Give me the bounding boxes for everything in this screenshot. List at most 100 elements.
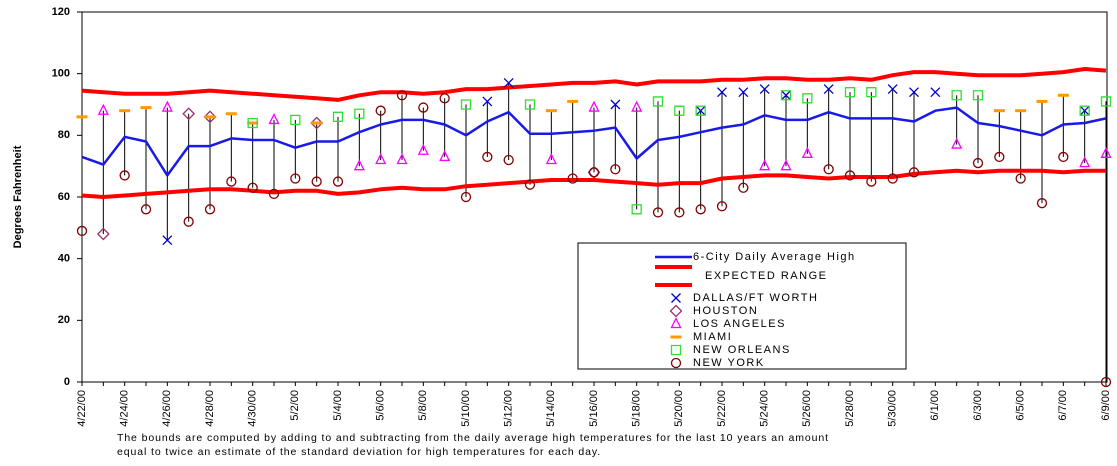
x-tick-label: 5/2/00 (289, 390, 301, 421)
x-tick-label: 5/24/00 (759, 390, 771, 427)
y-tick-label: 60 (58, 191, 70, 203)
marker-new-york (76, 225, 88, 237)
marker-houston (310, 116, 324, 130)
marker-new-york (119, 170, 130, 181)
marker-houston (96, 227, 110, 241)
x-tick-label: 5/22/00 (716, 390, 728, 427)
marker-new-york (652, 207, 664, 218)
x-tick-label: 6/3/00 (972, 390, 984, 421)
marker-los-angeles (161, 100, 173, 112)
marker-los-angeles (375, 153, 387, 165)
marker-new-york (140, 204, 152, 215)
marker-los-angeles (780, 159, 792, 171)
marker-new-orleans (780, 90, 792, 101)
y-tick-label: 80 (58, 129, 70, 141)
marker-dallas (482, 96, 493, 107)
x-tick-label: 5/18/00 (631, 390, 643, 427)
marker-new-york (418, 102, 429, 113)
marker-new-york (503, 154, 514, 166)
x-tick-label: 4/30/00 (247, 390, 259, 427)
marker-new-orleans (1079, 105, 1090, 116)
marker-new-york (994, 151, 1005, 163)
marker-new-york (716, 201, 728, 212)
x-tick-label: 5/6/00 (375, 390, 387, 421)
marker-los-angeles (545, 153, 557, 165)
legend: 6-City Daily Average High EXPECTED RANGE D… (577, 242, 907, 370)
footnote: equal to twice an estimate of the standa… (117, 446, 601, 458)
marker-new-york (844, 170, 856, 181)
x-tick-label: 5/26/00 (801, 390, 813, 427)
x-tick-label: 5/10/00 (460, 390, 472, 427)
marker-dallas (1079, 105, 1090, 116)
marker-los-angeles (631, 100, 643, 112)
marker-new-york (247, 182, 258, 193)
marker-new-orleans (844, 87, 856, 98)
legend-marker (669, 304, 683, 318)
marker-new-orleans (524, 99, 536, 110)
marker-new-york (1015, 173, 1026, 184)
marker-new-york (183, 216, 194, 227)
marker-new-york (311, 176, 322, 187)
y-tick-label: 0 (64, 376, 70, 388)
marker-new-york (908, 167, 920, 178)
marker-new-orleans (866, 87, 877, 98)
marker-new-york (823, 164, 834, 175)
x-tick-label: 5/30/00 (887, 390, 899, 427)
marker-new-york (610, 164, 621, 175)
marker-dallas (909, 87, 919, 98)
marker-new-york (290, 173, 301, 184)
expected-range-upper (81, 67, 1107, 102)
x-tick-label: 4/26/00 (161, 390, 173, 427)
legend-label: NEW ORLEANS (693, 344, 791, 356)
marker-new-orleans (652, 96, 664, 107)
marker-houston (182, 107, 196, 121)
x-tick-label: 4/28/00 (204, 390, 216, 427)
marker-houston (203, 110, 217, 124)
marker-dallas (759, 84, 770, 95)
marker-dallas (887, 84, 898, 95)
marker-los-angeles (268, 112, 280, 125)
marker-new-york (1036, 198, 1048, 209)
marker-dallas (162, 235, 173, 246)
legend-marker (670, 344, 682, 356)
y-tick-label: 40 (58, 253, 70, 265)
marker-los-angeles (97, 103, 109, 115)
marker-los-angeles (951, 137, 963, 149)
legend-label: MIAMI (693, 331, 732, 343)
marker-los-angeles (417, 143, 429, 155)
marker-new-orleans (290, 114, 301, 126)
marker-los-angeles (1100, 146, 1112, 158)
legend-marker (671, 293, 681, 303)
marker-dallas (610, 99, 621, 110)
marker-new-york (226, 176, 237, 187)
marker-new-york (1058, 151, 1069, 163)
x-tick-label: 5/12/00 (503, 390, 515, 427)
marker-dallas (930, 87, 941, 98)
marker-new-york (695, 204, 706, 215)
marker-new-orleans (674, 105, 685, 116)
expected-range-lower (81, 168, 1106, 199)
marker-los-angeles (396, 153, 408, 165)
footnote: The bounds are computed by adding to and… (117, 432, 829, 444)
legend-label: HOUSTON (693, 305, 758, 317)
marker-new-york (567, 173, 578, 184)
marker-los-angeles (588, 100, 600, 112)
marker-new-york (674, 207, 685, 218)
x-tick-label: 4/24/00 (119, 390, 131, 427)
x-tick-label: 6/5/00 (1015, 390, 1027, 421)
legend-label: LOS ANGELES (693, 318, 786, 330)
marker-los-angeles (439, 149, 451, 162)
marker-dallas (503, 77, 514, 88)
y-axis-label: Degrees Fahrenheit (12, 145, 24, 248)
x-tick-label: 6/7/00 (1057, 390, 1069, 421)
x-tick-label: 5/20/00 (673, 390, 685, 427)
marker-new-york (1100, 376, 1112, 388)
marker-dallas (717, 87, 727, 98)
marker-new-orleans (332, 111, 344, 122)
marker-dallas (738, 87, 749, 98)
marker-los-angeles (353, 159, 365, 171)
x-tick-label: 4/22/00 (76, 390, 88, 427)
marker-new-york (396, 90, 408, 101)
